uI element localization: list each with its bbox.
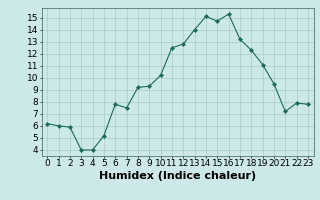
X-axis label: Humidex (Indice chaleur): Humidex (Indice chaleur) xyxy=(99,171,256,181)
